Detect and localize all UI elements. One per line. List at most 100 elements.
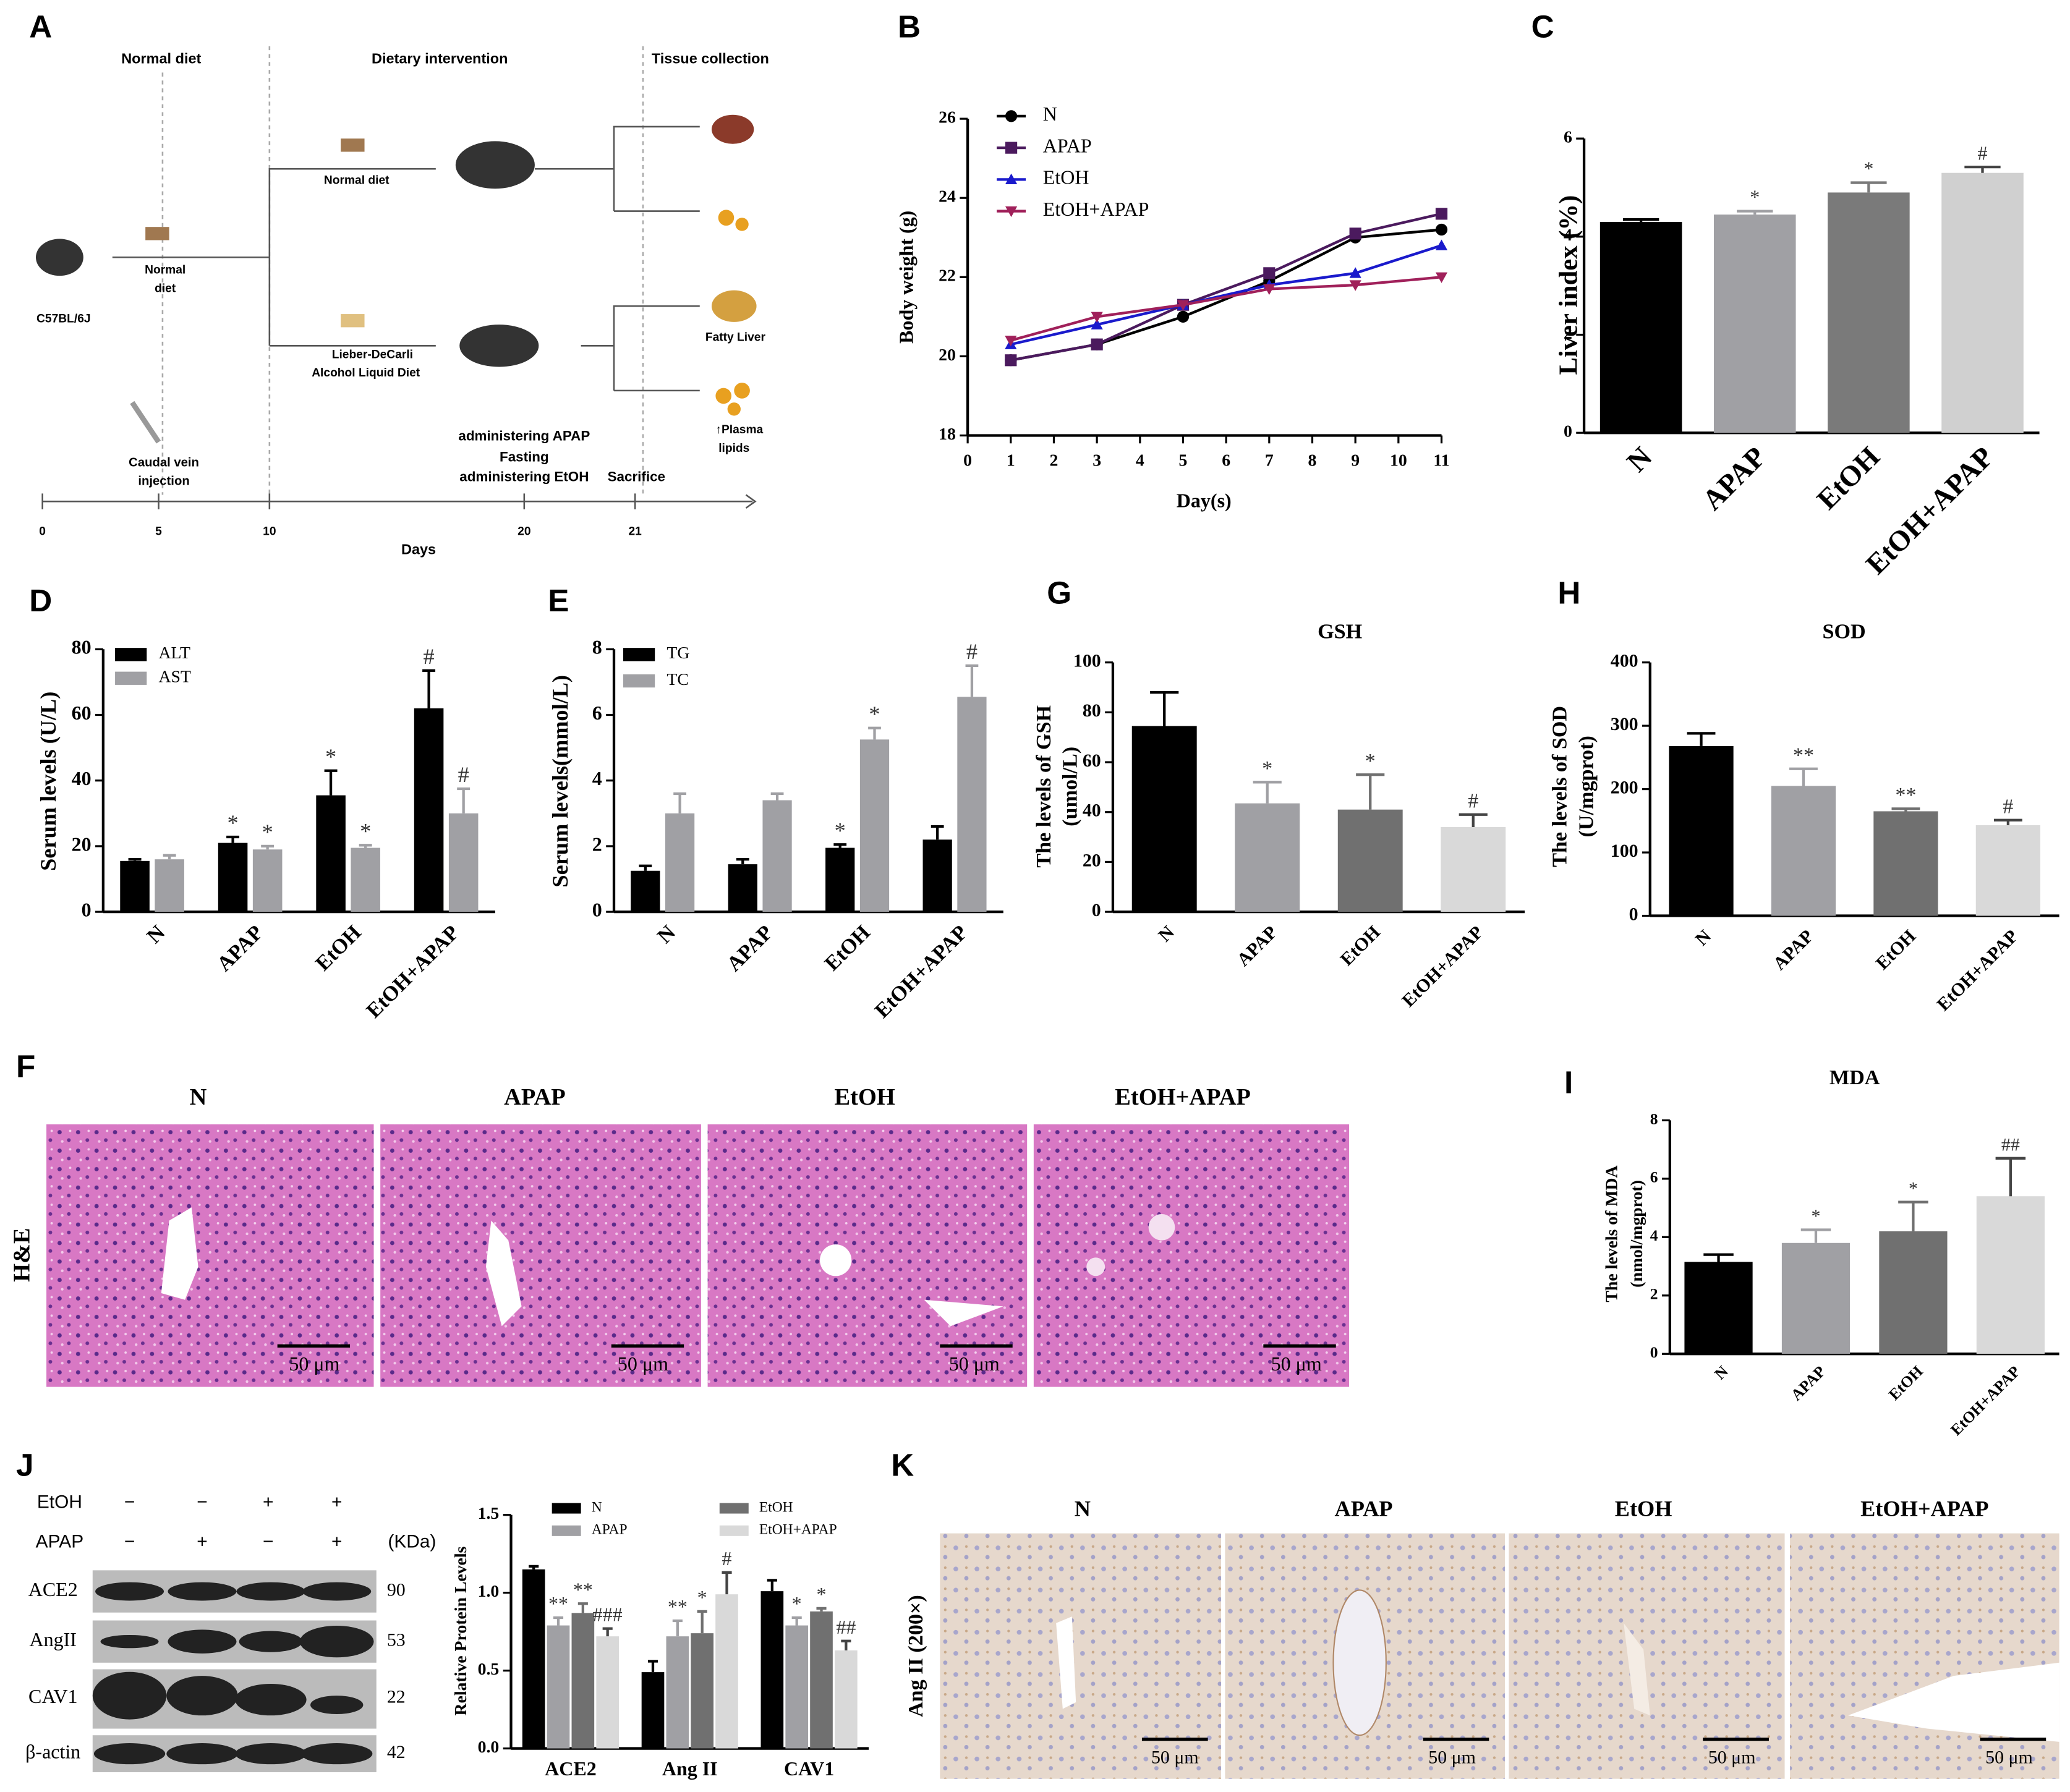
x-tick-label: EtOH	[1337, 922, 1384, 969]
error-bar	[324, 769, 338, 796]
label: N	[190, 1084, 207, 1110]
bar	[1781, 1242, 1851, 1354]
panel-letter: J	[16, 1447, 33, 1482]
y-tick-label: 1.5	[478, 1504, 500, 1523]
error-bar	[1703, 1253, 1734, 1262]
bar	[691, 1633, 714, 1749]
x-tick-label: 11	[1433, 451, 1449, 470]
panel-letter: D	[29, 583, 52, 618]
x-tick-label: APAP	[723, 921, 778, 976]
label: Days	[401, 541, 436, 557]
marker	[1263, 284, 1276, 295]
blot	[92, 1570, 377, 1772]
marker	[1263, 267, 1276, 279]
error-bar	[128, 858, 142, 861]
bar	[1873, 811, 1938, 916]
legend-marker	[1005, 173, 1018, 185]
error-bar	[1800, 1228, 1831, 1243]
label: 50 μm	[289, 1352, 339, 1375]
bar	[1684, 1262, 1753, 1354]
error-bar	[1898, 1200, 1928, 1231]
label: ACE2	[28, 1578, 78, 1600]
error-bar	[422, 669, 436, 708]
panel-letter: B	[898, 9, 921, 44]
marker	[1091, 312, 1103, 323]
x-tick-label: EtOH+APAP	[871, 921, 972, 1022]
y-tick-label: 300	[1611, 714, 1638, 734]
x-tick-label: EtOH	[1811, 441, 1886, 516]
y-tick-label: 8	[592, 636, 602, 658]
marker	[1005, 336, 1017, 347]
bar	[1669, 745, 1734, 916]
label: 50 μm	[618, 1352, 668, 1375]
panel-letter: I	[1564, 1064, 1573, 1100]
x-tick-label: 1	[1007, 451, 1015, 470]
significance-label: **	[573, 1578, 593, 1600]
error-bar	[529, 1565, 539, 1569]
label: Lieber-DeCarli	[332, 348, 413, 361]
error-bar	[577, 1602, 588, 1613]
y-tick-label: 20	[939, 346, 956, 365]
error-bar	[767, 1579, 777, 1592]
error-bar	[226, 835, 240, 843]
y-tick-label: 2	[592, 833, 602, 855]
legend-marker	[1005, 110, 1018, 122]
error-bar	[1356, 773, 1385, 810]
y-tick-label: 0	[1092, 900, 1101, 920]
x-tick-label: EtOH	[1872, 926, 1920, 974]
marker	[1349, 227, 1361, 240]
label: EtOH	[37, 1492, 82, 1512]
label: APAP	[1335, 1497, 1393, 1521]
error-bar	[841, 1639, 851, 1650]
y-tick-label: 40	[1083, 800, 1101, 821]
label: Normal diet	[324, 174, 390, 187]
label: −	[197, 1492, 207, 1512]
bar	[728, 864, 757, 912]
y-tick-label: 6	[1564, 128, 1572, 147]
y-axis-label: The levels of MDA	[1602, 1165, 1621, 1302]
chart-title: MDA	[1829, 1066, 1880, 1089]
legend-label: APAP	[592, 1522, 628, 1538]
label: CAV1	[28, 1685, 77, 1707]
bar	[571, 1613, 595, 1749]
bar	[641, 1672, 665, 1749]
bar	[666, 1636, 689, 1749]
label: 50 μm	[1428, 1747, 1476, 1767]
ihc-images	[940, 1533, 2059, 1779]
error-bar	[1622, 218, 1659, 223]
marker	[1177, 300, 1190, 311]
legend-swatch	[552, 1525, 581, 1536]
error-bar	[602, 1627, 613, 1637]
x-tick-label: ACE2	[545, 1757, 597, 1780]
error-bar	[1253, 781, 1282, 804]
bar	[547, 1625, 570, 1749]
label: lipids	[718, 442, 749, 455]
error-bar	[965, 664, 979, 697]
label: +	[263, 1492, 273, 1512]
significance-label: *	[360, 818, 371, 843]
x-tick-label: 4	[1136, 451, 1144, 470]
y-axis-label: (U/mgprot)	[1575, 736, 1598, 837]
significance-label: #	[966, 639, 978, 664]
x-tick-label: 2	[1050, 451, 1058, 470]
legend-label: TG	[667, 643, 689, 663]
label: −	[124, 1531, 135, 1552]
label: 50 μm	[1708, 1747, 1756, 1767]
legend-swatch	[115, 648, 147, 661]
bar	[448, 813, 479, 912]
error-bar	[672, 1619, 683, 1637]
label: EtOH+APAP	[1860, 1497, 1988, 1521]
label: administering EtOH	[459, 469, 589, 485]
label: 90	[387, 1579, 406, 1600]
label: 50 μm	[1151, 1747, 1199, 1767]
x-axis-label: Day(s)	[1177, 490, 1232, 512]
significance-label: *	[817, 1583, 827, 1605]
y-tick-label: 24	[939, 187, 956, 206]
y-tick-label: 0	[82, 898, 92, 920]
error-bar	[1150, 690, 1179, 726]
significance-label: *	[1863, 158, 1873, 180]
label: 5	[155, 525, 162, 538]
marker	[1435, 208, 1448, 220]
error-bar	[1789, 767, 1818, 786]
panel-letter: A	[29, 9, 52, 44]
